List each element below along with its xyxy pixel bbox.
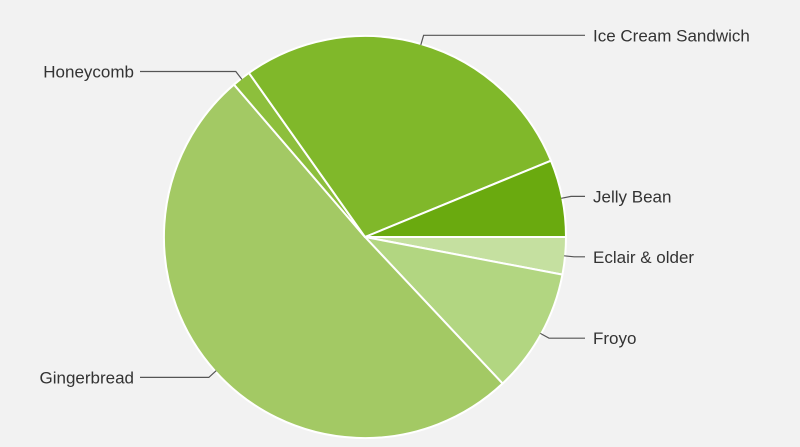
leader-line-ice-cream-sandwich — [420, 34, 585, 46]
slice-label-eclair-and-older: Eclair & older — [593, 248, 694, 267]
slice-labels: Eclair & older Froyo Gingerbread Honeycomb I… — [39, 26, 749, 387]
pie-slices — [162, 35, 567, 440]
leader-lines — [140, 34, 585, 378]
slice-label-gingerbread: Gingerbread — [39, 368, 134, 387]
leader-line-gingerbread — [140, 370, 217, 378]
leader-line-eclair-and-older — [564, 255, 585, 258]
slice-label-honeycomb: Honeycomb — [43, 63, 134, 82]
slice-label-jelly-bean: Jelly Bean — [593, 187, 671, 206]
slice-label-ice-cream-sandwich: Ice Cream Sandwich — [593, 26, 750, 45]
leader-line-froyo — [540, 332, 585, 339]
leader-line-jelly-bean — [561, 195, 585, 199]
slice-label-froyo: Froyo — [593, 329, 636, 348]
leader-line-honeycomb — [140, 70, 243, 80]
